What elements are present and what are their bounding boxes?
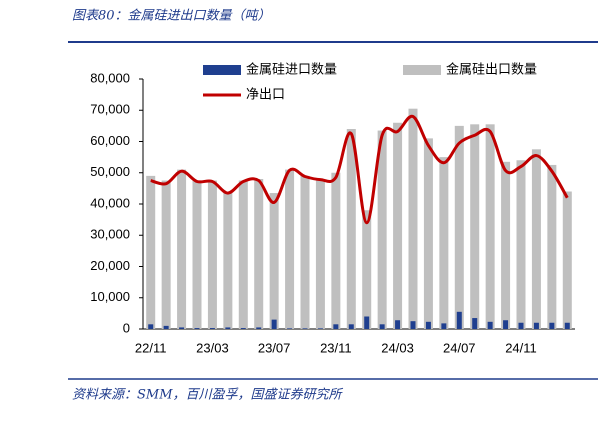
y-tick-label: 20,000 (90, 258, 130, 273)
legend-label: 净出口 (246, 88, 285, 103)
bar (285, 169, 295, 329)
chart-title: 图表80：金属硅进出口数量（吨） (72, 8, 271, 24)
bar (194, 328, 200, 329)
x-tick-label: 23/03 (196, 340, 229, 355)
bar (518, 322, 524, 329)
x-tick-label: 24/11 (505, 340, 537, 355)
legend-label: 金属硅进口数量 (246, 62, 337, 78)
bar (238, 180, 248, 329)
y-tick-label: 0 (123, 320, 130, 335)
bar (317, 328, 323, 329)
bar (410, 321, 416, 329)
bar (531, 149, 541, 329)
bar (501, 161, 511, 329)
bar (302, 328, 308, 329)
bar (393, 122, 403, 329)
bar (146, 175, 156, 329)
legend-swatch (403, 65, 441, 75)
bar (269, 193, 279, 329)
bar (300, 175, 310, 329)
source: 资料来源：SMM，百川盈孚，国盛证券研究所 (72, 387, 344, 403)
bar (423, 138, 433, 329)
bar (395, 320, 401, 329)
y-tick-label: 80,000 (90, 70, 130, 85)
y-tick-label: 10,000 (90, 289, 130, 304)
bar (348, 324, 354, 329)
bar (254, 179, 264, 329)
bar (331, 172, 341, 329)
y-tick-label: 70,000 (90, 102, 130, 117)
bar (503, 320, 509, 329)
bar (177, 169, 187, 329)
x-tick-label: 23/07 (258, 340, 291, 355)
bar (225, 327, 231, 329)
x-tick-label: 24/07 (443, 340, 476, 355)
bar (362, 210, 372, 329)
bar (456, 311, 462, 329)
bar (472, 318, 478, 329)
y-tick-label: 30,000 (90, 227, 130, 242)
bar (379, 324, 385, 329)
bar (179, 327, 185, 329)
y-tick-label: 40,000 (90, 195, 130, 210)
x-tick-label: 22/11 (135, 340, 167, 355)
bar (547, 164, 557, 329)
bar (425, 321, 431, 329)
bar (408, 108, 418, 329)
bar (377, 130, 387, 329)
bar (287, 328, 293, 329)
bar (333, 324, 339, 329)
bar (516, 160, 526, 329)
y-tick-label: 60,000 (90, 133, 130, 148)
y-tick-label: 50,000 (90, 164, 130, 179)
bar (161, 180, 171, 329)
bar (439, 157, 449, 329)
bar (346, 129, 356, 329)
bar (533, 322, 539, 329)
bar (240, 328, 246, 329)
bar (470, 124, 480, 329)
bar (549, 322, 555, 329)
bar (256, 327, 262, 329)
x-tick-label: 24/03 (381, 340, 414, 355)
bar (441, 323, 447, 329)
legend-label: 金属硅出口数量 (446, 62, 537, 78)
bar (148, 324, 154, 329)
bar (564, 322, 570, 329)
bar (364, 316, 370, 329)
bar (209, 328, 215, 329)
bar (562, 191, 572, 329)
line (150, 114, 569, 225)
bar (487, 321, 493, 329)
bar (163, 325, 169, 329)
bar (192, 180, 202, 329)
x-tick-label: 23/11 (320, 340, 352, 355)
bar (207, 180, 217, 329)
bar (271, 319, 277, 329)
bar (454, 125, 464, 329)
bar (315, 179, 325, 329)
bar (485, 124, 495, 329)
legend-swatch (203, 65, 241, 75)
bar (223, 191, 233, 329)
